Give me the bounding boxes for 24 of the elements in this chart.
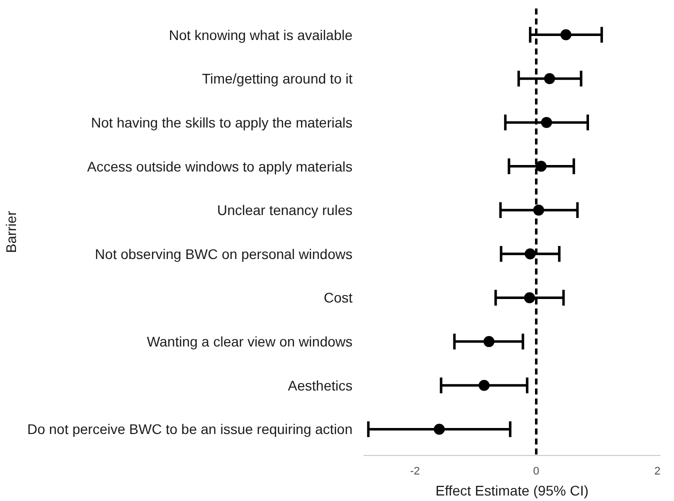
y-axis-title: Barrier [3, 210, 20, 254]
point [560, 29, 572, 40]
x-tick-label: 0 [533, 466, 540, 478]
y-tick-label: Unclear tenancy rules [217, 202, 353, 218]
y-tick-label: Cost [324, 290, 353, 306]
y-tick-label: Not knowing what is available [168, 26, 353, 43]
point [524, 292, 536, 304]
y-tick-label: Not observing BWC on personal windows [94, 246, 353, 262]
point [478, 380, 490, 391]
y-tick-label: Aesthetics [288, 377, 353, 394]
point [541, 116, 552, 128]
x-tick-label: 2 [654, 466, 661, 478]
point [536, 160, 547, 172]
point [544, 73, 556, 84]
y-tick-label: Access outside windows to apply materials [87, 158, 352, 174]
y-tick-label: Time/getting around to it [202, 70, 353, 87]
x-axis-title: Effect Estimate (95% CI) [435, 482, 589, 498]
point [434, 424, 445, 435]
y-tick-label: Not having the skills to apply the materials [91, 114, 353, 130]
point [483, 336, 494, 348]
point [524, 248, 536, 260]
y-tick-label: Do not perceive BWC to be an issue requiring action [27, 421, 352, 438]
y-tick-label: Wanting a clear view on windows [146, 334, 352, 350]
x-tick-label: -2 [410, 466, 420, 478]
